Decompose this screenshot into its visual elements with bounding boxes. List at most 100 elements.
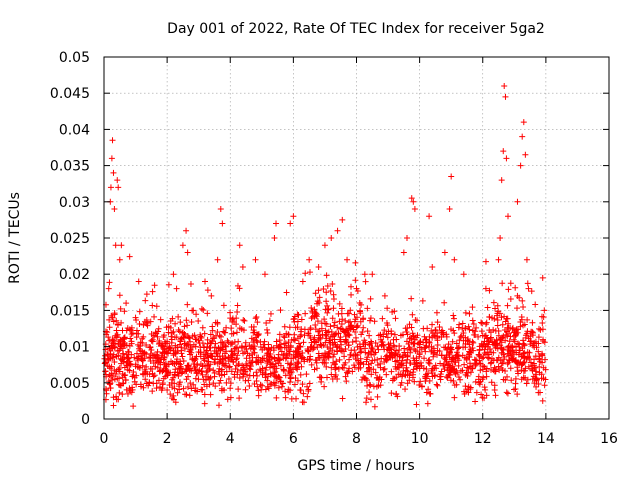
data-point <box>211 335 218 342</box>
data-point <box>374 361 381 368</box>
data-point <box>106 380 113 387</box>
data-point <box>271 235 278 241</box>
data-point <box>174 389 181 396</box>
data-point <box>253 377 260 384</box>
data-point <box>214 320 221 327</box>
data-point <box>218 333 225 340</box>
data-point <box>536 363 543 370</box>
data-point <box>237 366 244 373</box>
data-point <box>381 358 388 365</box>
y-tick-label: 0.045 <box>50 86 90 102</box>
data-point <box>540 364 547 371</box>
data-point <box>253 354 260 361</box>
data-point <box>312 310 319 317</box>
data-point <box>149 365 156 372</box>
data-point <box>539 274 546 281</box>
data-point <box>234 368 241 375</box>
data-point <box>282 388 289 395</box>
data-point <box>457 333 464 340</box>
data-point <box>360 316 367 323</box>
data-point <box>525 363 532 370</box>
data-point <box>425 386 432 393</box>
data-point <box>426 356 433 363</box>
data-point <box>507 296 514 303</box>
data-point <box>156 339 163 346</box>
data-point <box>483 368 490 375</box>
data-point <box>402 386 409 393</box>
data-point <box>290 213 297 220</box>
data-point <box>304 393 311 400</box>
data-point <box>140 321 147 328</box>
data-point <box>316 294 323 301</box>
data-point <box>330 305 337 312</box>
data-point <box>162 373 169 380</box>
data-point <box>287 220 294 227</box>
data-point <box>143 291 150 298</box>
data-point <box>199 386 206 393</box>
data-point <box>201 355 208 362</box>
data-point <box>155 377 162 384</box>
data-point <box>143 380 150 387</box>
data-point <box>180 333 187 340</box>
data-point <box>399 354 406 361</box>
data-point <box>153 303 160 310</box>
data-point <box>205 358 212 365</box>
data-point <box>214 328 221 335</box>
data-point <box>271 382 278 389</box>
data-point <box>363 395 370 402</box>
data-point <box>332 364 339 371</box>
data-point <box>441 366 448 373</box>
data-point <box>447 368 454 375</box>
data-point <box>133 334 140 341</box>
data-point <box>186 392 193 399</box>
data-point <box>498 177 505 184</box>
data-point <box>299 349 306 356</box>
data-point <box>223 324 230 331</box>
data-point <box>190 307 197 314</box>
data-point <box>371 357 378 364</box>
data-point <box>339 216 346 223</box>
data-point <box>267 370 274 377</box>
data-point <box>531 364 538 371</box>
data-point <box>413 334 420 341</box>
data-point <box>325 328 332 335</box>
data-point <box>219 339 226 346</box>
data-point <box>430 353 437 360</box>
data-point <box>329 281 336 288</box>
data-point <box>130 372 137 379</box>
data-point <box>535 381 542 388</box>
data-point <box>109 314 116 321</box>
data-point <box>203 362 210 369</box>
data-point <box>453 381 460 388</box>
data-point <box>511 329 518 336</box>
data-point <box>478 328 485 335</box>
data-point <box>295 311 302 318</box>
data-point <box>490 299 497 306</box>
data-point <box>257 367 264 374</box>
data-point <box>501 313 508 320</box>
data-point <box>406 321 413 328</box>
data-point <box>206 381 213 388</box>
data-point <box>204 287 211 294</box>
data-point <box>342 359 349 366</box>
data-point <box>495 308 502 315</box>
data-point <box>247 363 254 370</box>
data-point <box>522 151 529 158</box>
data-point <box>111 367 118 374</box>
data-point <box>139 350 146 357</box>
data-point <box>511 386 518 393</box>
data-point <box>506 330 513 337</box>
data-point <box>221 350 228 357</box>
data-point <box>499 367 506 374</box>
data-point <box>264 377 271 384</box>
data-point <box>492 305 499 312</box>
data-point <box>171 360 178 367</box>
data-point <box>277 307 284 314</box>
data-point <box>352 259 359 266</box>
data-point <box>324 282 331 289</box>
data-point <box>532 301 539 308</box>
data-point <box>396 346 403 353</box>
data-point <box>168 333 175 340</box>
data-point <box>190 341 197 348</box>
data-point <box>120 350 127 357</box>
